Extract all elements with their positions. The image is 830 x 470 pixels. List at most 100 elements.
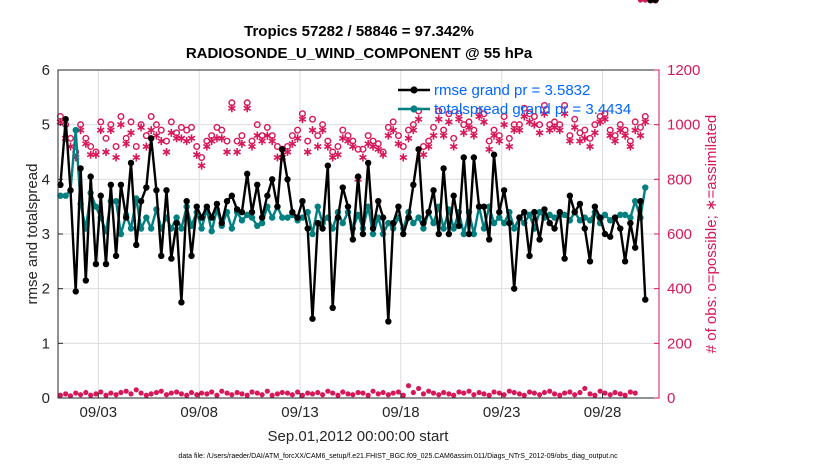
obs-possible-point [520, 104, 528, 112]
y-axis-label-right: # of obs: o=possible; ∗=assimilated [703, 115, 720, 354]
obs-low-point [305, 390, 311, 396]
obs-possible-point [263, 123, 271, 131]
obs-assimilated-point [187, 134, 196, 143]
totalspread-point [490, 219, 498, 227]
obs-low-point [264, 388, 270, 394]
x-tick-label: 09/18 [382, 404, 420, 421]
rmse-point [344, 203, 352, 210]
rmse-point [627, 219, 634, 227]
rmse-point [475, 203, 483, 210]
totalspread-point [243, 211, 251, 219]
rmse-point [82, 277, 90, 284]
obs-possible-point [218, 126, 226, 134]
obs-low-point [299, 392, 306, 398]
obs-assimilated-point [147, 126, 156, 135]
rmse-point [470, 154, 478, 161]
right-axis-ticks: 0 200 400 600 800 1000 1200 [654, 62, 700, 407]
rmse-point [264, 192, 271, 199]
obs-low-point [350, 392, 356, 398]
obs-assimilated-point [96, 126, 105, 135]
obs-possible-point [500, 112, 508, 120]
rmse-point [133, 241, 140, 249]
obs-low-point [375, 391, 381, 397]
totalspread-point [198, 225, 205, 232]
rmse-point [556, 208, 563, 216]
obs-assimilated-point [459, 128, 468, 137]
obs-assimilated-point [389, 126, 398, 135]
totalspread-point [510, 225, 518, 232]
rmse-point [621, 258, 629, 265]
obs-low-point [577, 389, 583, 396]
legend-spread-marker [410, 105, 418, 113]
rmse-point [188, 252, 195, 260]
rmse-point [193, 203, 200, 210]
obs-low-point [158, 388, 164, 394]
obs-low-point [547, 388, 553, 394]
totalspread-point [460, 230, 467, 238]
obs-low-point [602, 390, 608, 396]
left-tick-label: 6 [42, 62, 50, 79]
rmse-point [490, 151, 498, 158]
obs-low-point [128, 391, 134, 397]
obs-low-point [163, 392, 170, 398]
rmse-point [460, 154, 467, 161]
obs-low-point [153, 389, 160, 396]
rmse-point [147, 135, 155, 142]
x-axis-ticks: 09/03 09/08 09/13 09/18 09/23 09/28 [80, 393, 622, 421]
obs-assimilated-point [540, 109, 549, 118]
obs-assimilated-point [409, 126, 418, 135]
obs-low-point [370, 388, 376, 394]
totalspread-point [576, 217, 584, 224]
obs-assimilated-point [429, 131, 438, 140]
obs-assimilated-point [601, 115, 609, 124]
totalspread-point [228, 225, 236, 232]
obs-possible-point [288, 132, 296, 140]
obs-low-point [234, 389, 240, 396]
rmse-point [510, 285, 518, 292]
obs-possible-point [536, 121, 544, 129]
obs-possible-point [147, 112, 155, 120]
obs-low-point [294, 389, 301, 395]
obs-low-point [637, 0, 644, 3]
left-tick-label: 3 [42, 226, 50, 243]
left-axis-ticks: 0 1 2 3 4 5 6 [42, 62, 63, 407]
obs-low-point [516, 391, 523, 397]
totalspread-point [248, 214, 256, 221]
x-tick-label: 09/28 [584, 404, 622, 421]
rmse-point [349, 236, 357, 243]
obs-assimilated-point [570, 123, 579, 132]
obs-assimilated-point [117, 120, 125, 129]
left-tick-label: 2 [42, 281, 50, 298]
totalspread-point [314, 203, 321, 210]
obs-possible-point [304, 137, 312, 145]
rmse-point [496, 208, 503, 216]
obs-low-point [103, 392, 109, 398]
rmse-point [309, 315, 316, 322]
totalspread-point [410, 219, 417, 227]
obs-low-point [219, 388, 225, 394]
obs-possible-point [132, 143, 140, 151]
obs-possible-point [188, 123, 196, 131]
rmse-point [440, 165, 447, 172]
obs-low-point [340, 389, 346, 395]
obs-low-point [471, 392, 477, 398]
obs-low-point [557, 392, 563, 398]
totalspread-point [470, 230, 478, 238]
obs-possible-point [87, 143, 95, 151]
rmse-point [87, 173, 94, 180]
obs-low-point [198, 390, 205, 396]
x-tick-label: 09/08 [180, 404, 218, 421]
totalspread-point [147, 225, 155, 232]
obs-possible-point [631, 118, 639, 126]
x-tick-label: 09/03 [80, 404, 118, 421]
obs-low-point [420, 391, 427, 397]
obs-assimilated-point [227, 104, 236, 113]
obs-low-point [83, 389, 89, 396]
obs-low-point [491, 389, 497, 395]
totalspread-point [536, 208, 543, 216]
obs-low-point [481, 391, 487, 397]
obs-low-point [456, 389, 462, 395]
obs-assimilated-point [248, 142, 256, 151]
rmse-point [143, 184, 150, 191]
obs-assimilated-point [102, 148, 110, 156]
